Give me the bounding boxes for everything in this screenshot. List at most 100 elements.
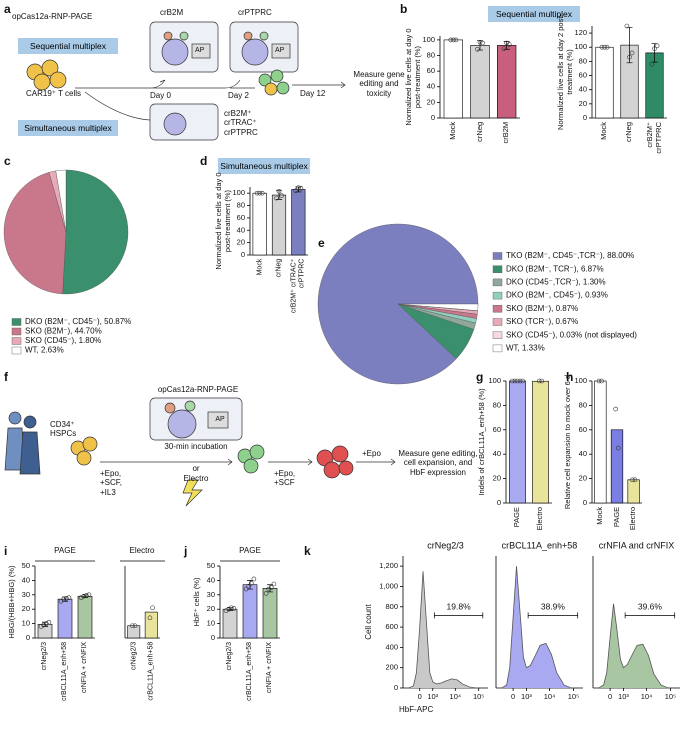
y-tick-label: 400 [385, 642, 398, 651]
legend-label: WT, 1.33% [506, 344, 545, 353]
label: AP [275, 46, 285, 54]
data-point [504, 40, 509, 46]
x-tick-label: 10³ [618, 692, 629, 701]
y-tick-label: 20 [427, 97, 435, 106]
panel-label: a [4, 2, 11, 16]
label: or [192, 464, 200, 474]
legend-swatch [492, 305, 503, 313]
legend-label: DKO (B2M⁻, TCR⁻), 6.87% [506, 264, 604, 273]
x-tick-label: 10⁵ [665, 692, 676, 701]
y-tick-label: 1,200 [379, 561, 398, 570]
label: Day 0 [150, 91, 171, 101]
y-tick-label: 40 [22, 575, 30, 584]
y-tick-label: 0 [497, 498, 501, 507]
legend-label: TKO (B2M⁻, CD45⁻,TCR⁻), 88.00% [506, 251, 634, 260]
data-point [271, 581, 277, 587]
data-point [132, 623, 138, 629]
x-tick-label: Electro [628, 506, 638, 531]
data-point [515, 378, 520, 384]
y-tick-label: 0 [211, 633, 215, 642]
histogram [408, 571, 477, 689]
legend-label: SKO (TCR⁻), 0.67% [506, 317, 578, 326]
legend-label: DKO (B2M⁻, CD45⁻), 50.87% [25, 317, 131, 326]
chart-title: crBCL11A_enh+58 [502, 540, 578, 550]
bar [127, 625, 141, 639]
y-tick-label: 40 [579, 85, 587, 94]
data-point [599, 44, 605, 50]
x-tick-label: 0 [608, 692, 612, 701]
x-tick-label: 10⁵ [568, 692, 579, 701]
chart-title: crNFIA and crNFIX [599, 540, 675, 550]
legend-label: SKO (B2M⁻), 0.87% [506, 304, 578, 313]
gate [527, 612, 579, 619]
y-tick-label: 200 [385, 663, 398, 672]
data-point [86, 592, 92, 598]
gate-label: 39.6% [638, 602, 663, 612]
label: Day 12 [300, 89, 326, 99]
bar [509, 380, 526, 504]
bar [497, 45, 517, 119]
x-tick-label: crB2M [501, 121, 511, 144]
panel-label: e [318, 236, 325, 250]
y-tick-label: 20 [207, 604, 215, 613]
label: +Epo [362, 449, 381, 459]
label: CAR19⁺ T cells [26, 89, 82, 99]
error-bar [503, 41, 510, 50]
y-tick-label: 20 [22, 604, 30, 613]
data-point [604, 44, 610, 50]
legend-label: DKO (CD45⁻,TCR⁻), 1.30% [506, 278, 606, 287]
y-tick-label: 100 [488, 376, 501, 385]
y-tick-label: 60 [579, 425, 587, 434]
data-point [61, 596, 67, 602]
bar [262, 588, 278, 639]
banner: Simultaneous multiplex [218, 158, 310, 174]
chart-title: crNeg2/3 [427, 540, 464, 550]
x-tick-label: Mock [448, 121, 458, 140]
panel-label: j [183, 544, 187, 558]
data-point [451, 37, 456, 43]
legend-swatch [492, 331, 503, 339]
panel-label: b [400, 2, 407, 16]
y-tick-label: 40 [207, 575, 215, 584]
gate [624, 612, 676, 619]
data-point [41, 622, 47, 628]
x-tick-label: Electro [535, 507, 545, 531]
data-point [624, 23, 630, 29]
label: AP [215, 415, 225, 423]
y-tick-label: 100 [232, 188, 245, 197]
y-tick-label: 40 [237, 225, 245, 234]
data-point [229, 605, 234, 611]
legend-swatch [492, 265, 503, 273]
bar [242, 584, 258, 639]
banner: Sequential multiplex [488, 6, 580, 22]
data-point [231, 606, 237, 611]
data-point [246, 583, 251, 589]
y-tick-label: 20 [579, 474, 587, 483]
label: 30-min incubation [164, 442, 228, 452]
data-point [632, 477, 638, 483]
data-point [38, 624, 44, 629]
data-point [296, 185, 301, 190]
y-tick-label: 80 [579, 56, 587, 65]
data-point [629, 50, 635, 56]
y-tick-label: 30 [207, 590, 215, 599]
data-point [630, 477, 635, 483]
data-point [448, 37, 454, 43]
label: AP [195, 46, 205, 54]
y-tick-label: 100 [422, 35, 435, 44]
legend-swatch [11, 337, 22, 345]
panel-label: i [4, 544, 7, 558]
y-axis-label: Normalized live cells at day 2 post-trea… [556, 14, 574, 130]
data-point [150, 605, 155, 611]
gate [434, 612, 484, 619]
data-point [652, 46, 657, 51]
x-tick-label: 10³ [427, 692, 438, 701]
data-point [254, 190, 260, 196]
bar [595, 46, 614, 119]
data-point [627, 54, 632, 60]
label: CD34⁺ HSPCs [50, 419, 77, 438]
bar [252, 192, 267, 256]
label: Electro [183, 474, 209, 484]
